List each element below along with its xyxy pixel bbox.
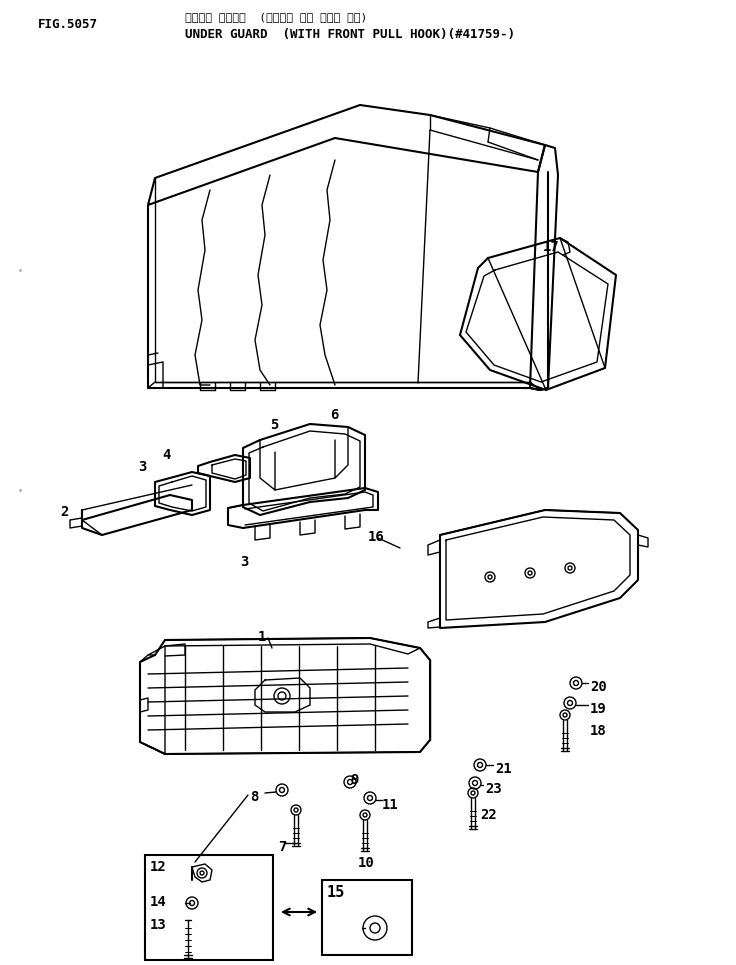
Text: アンダー ガード・  (フロント プル フック ツキ): アンダー ガード・ (フロント プル フック ツキ): [185, 12, 367, 22]
Text: 22: 22: [480, 808, 497, 822]
Text: 3: 3: [138, 460, 146, 474]
Text: 9: 9: [350, 773, 358, 787]
Text: 20: 20: [590, 680, 606, 694]
Text: 4: 4: [162, 448, 170, 462]
Text: 2: 2: [60, 505, 68, 519]
Text: 16: 16: [368, 530, 385, 544]
Text: 23: 23: [485, 782, 502, 796]
Text: 13: 13: [150, 918, 167, 932]
Text: 1: 1: [258, 630, 266, 644]
Text: 6: 6: [330, 408, 339, 422]
Text: 5: 5: [270, 418, 278, 432]
Text: 8: 8: [250, 790, 258, 804]
Text: 21: 21: [495, 762, 512, 776]
Text: UNDER GUARD  (WITH FRONT PULL HOOK)(#41759-): UNDER GUARD (WITH FRONT PULL HOOK)(#4175…: [185, 28, 515, 41]
Text: 17: 17: [543, 240, 560, 254]
Bar: [145, 855, 273, 960]
Text: 7: 7: [278, 840, 286, 854]
Text: FIG.5057: FIG.5057: [38, 18, 98, 31]
Text: 11: 11: [382, 798, 399, 812]
Text: 14: 14: [150, 895, 167, 909]
Text: 3: 3: [240, 555, 248, 569]
Text: 10: 10: [358, 856, 375, 870]
Text: 15: 15: [327, 885, 345, 900]
Text: 18: 18: [590, 724, 606, 738]
Text: 12: 12: [150, 860, 167, 874]
Bar: [322, 880, 412, 955]
Text: 19: 19: [590, 702, 606, 716]
